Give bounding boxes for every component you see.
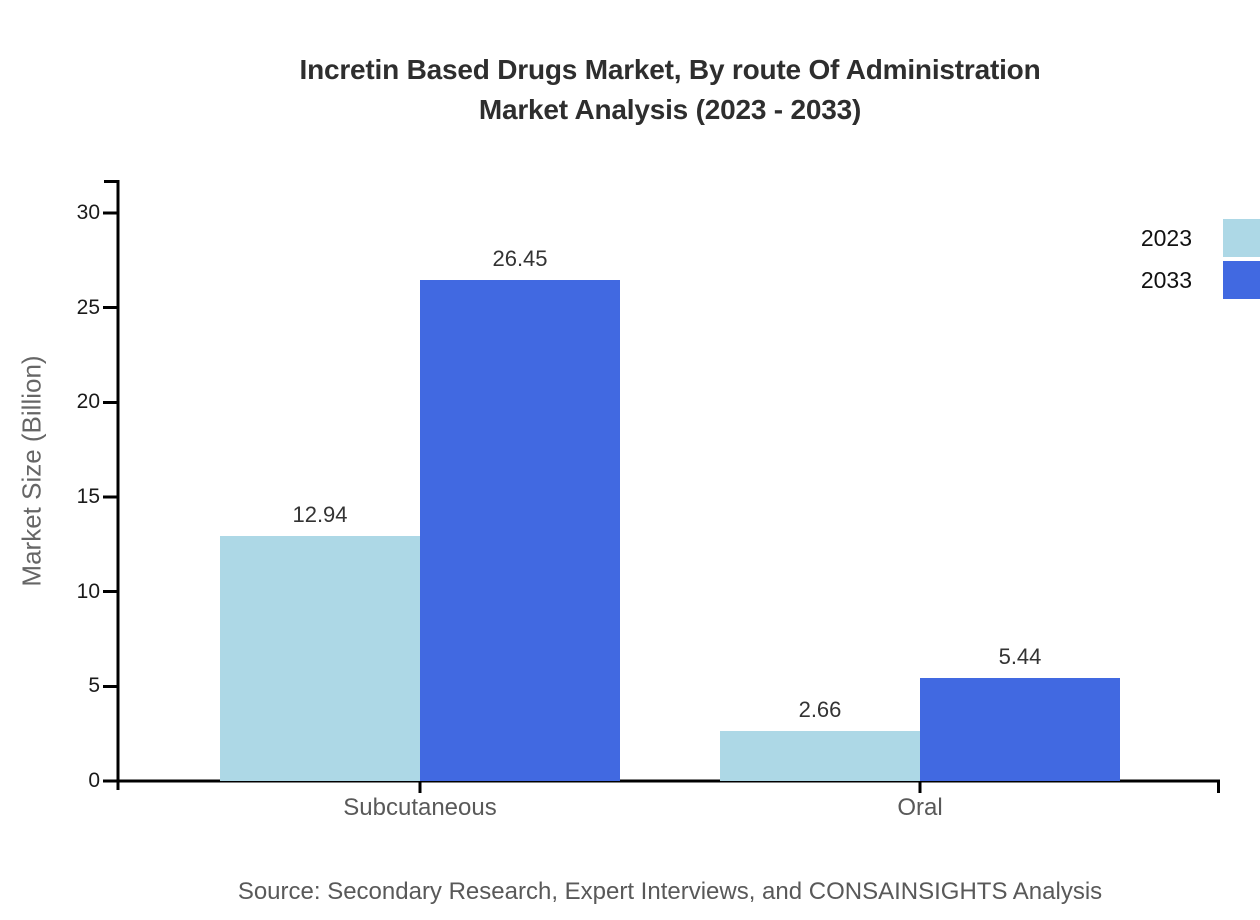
- legend-swatch-2023: [1223, 219, 1260, 257]
- legend-swatch-2033: [1223, 261, 1260, 299]
- bar-2023-oral: [720, 730, 920, 781]
- y-axis-title: Market Size (Billion): [16, 355, 47, 587]
- bar-value-label: 5.44: [998, 644, 1042, 669]
- chart-title: Incretin Based Drugs Market, By route Of…: [80, 50, 1260, 130]
- y-tick-label: 20: [76, 390, 100, 414]
- chart-title-line-2: Market Analysis (2023 - 2033): [478, 94, 862, 125]
- bar-value-label: 26.45: [492, 246, 548, 272]
- y-tick-label: 25: [76, 295, 100, 319]
- bar-2033-subcutaneous: [420, 280, 620, 781]
- bar-2033-oral: [920, 678, 1120, 781]
- category-label-oral: Oral: [897, 794, 943, 821]
- y-tick-label: 0: [88, 769, 100, 792]
- y-tick-label: 5: [88, 674, 100, 698]
- bar-value-label: 2.66: [798, 696, 842, 722]
- y-tick-label: 30: [76, 201, 100, 224]
- bar-value-label: 12.94: [292, 502, 348, 527]
- chart-title-line-1: Incretin Based Drugs Market, By route Of…: [299, 54, 1041, 85]
- bar-2023-subcutaneous: [220, 536, 420, 781]
- legend-label-2033: 2033: [1140, 267, 1192, 293]
- y-tick-label: 15: [76, 485, 100, 508]
- y-tick-label: 10: [76, 579, 100, 603]
- category-label-subcutaneous: Subcutaneous: [343, 794, 497, 821]
- legend-label-2023: 2023: [1140, 225, 1192, 251]
- source-note: Source: Secondary Research, Expert Inter…: [237, 878, 1103, 905]
